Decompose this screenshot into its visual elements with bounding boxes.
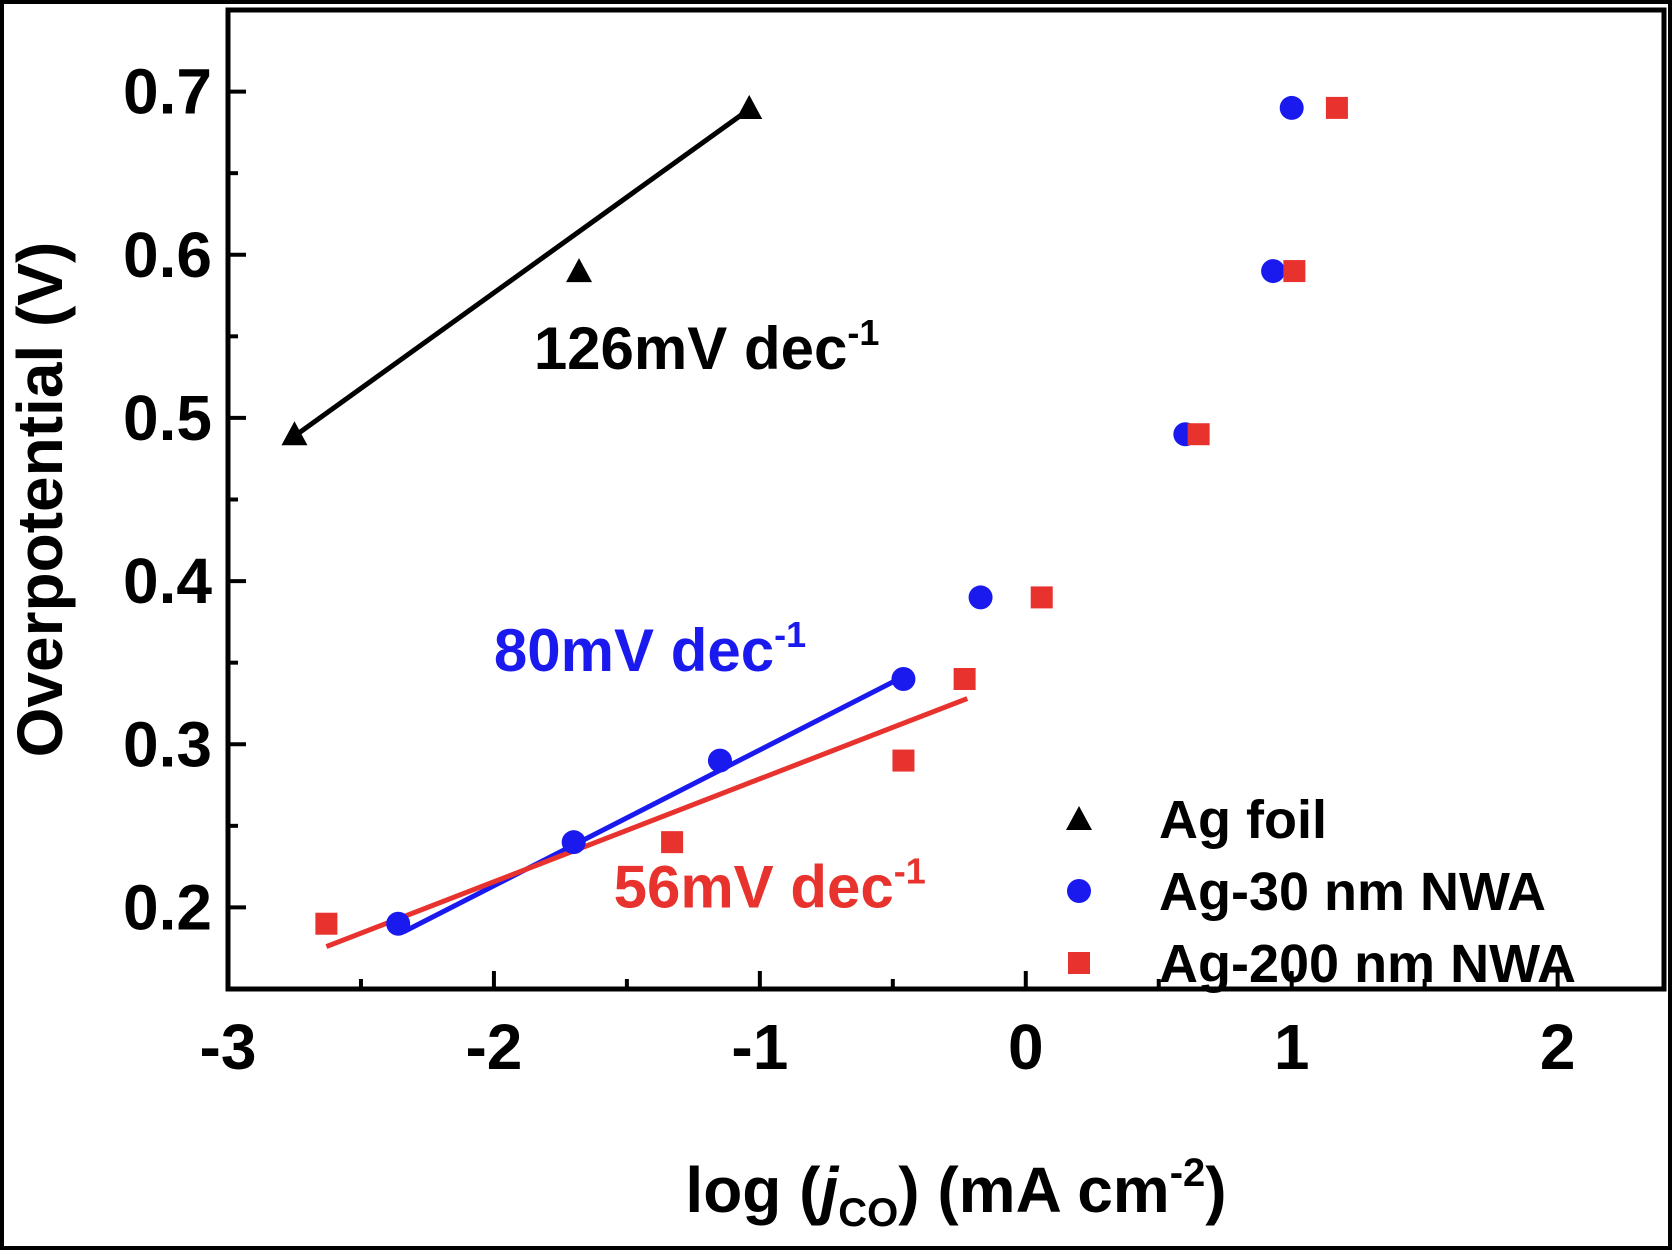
data-point [1261,259,1286,284]
slope-label-exponent: -1 [774,614,806,655]
x-title-superscript: -2 [1170,1151,1206,1195]
y-tick-label: 0.6 [123,219,212,291]
slope-label-text: 56mV dec [614,853,894,920]
x-tick-label: 0 [1008,1011,1044,1083]
y-axis-title: Overpotential (V) [4,242,76,758]
x-tick-label: -1 [731,1011,788,1083]
plot-axes: -3 -2 -1 0 1 2 0.2 0.3 0.4 0.5 0.6 0.7 [123,7,1667,1083]
legend-marker [1067,879,1091,903]
y-tick-label: 0.7 [123,56,212,128]
legend: Ag foil Ag-30 nm NWA Ag-200 nm NWA [1066,790,1576,994]
y-tick-label: 0.2 [123,871,212,943]
x-title-subscript: CO [838,1191,898,1235]
data-point [953,667,976,690]
data-point [661,831,684,854]
legend-label: Ag-200 nm NWA [1159,934,1576,994]
data-point [891,666,916,691]
data-point [561,830,586,855]
fit-line [402,678,897,935]
x-tick-label: -2 [465,1011,522,1083]
data-point [892,749,915,772]
data-point [736,94,763,119]
data-point [968,585,993,610]
x-title-suffix: ) [1205,1154,1226,1226]
legend-marker [1066,806,1092,831]
data-point [315,912,338,935]
legend-label: Ag-30 nm NWA [1159,862,1546,922]
data-point [1325,96,1348,119]
tafel-plot: -3 -2 -1 0 1 20.20.30.40.50.60.7 126mV dec-18… [4,7,1667,1235]
x-title-prefix: log ( [685,1154,821,1226]
data-point [1187,423,1210,446]
fit-lines [295,109,969,949]
data-point [281,421,308,446]
y-tick-label: 0.3 [123,708,212,780]
data-point [1283,260,1306,283]
data-point [707,748,732,773]
x-tick-label: 2 [1540,1011,1576,1083]
data-point [1030,586,1053,609]
axis-titles: Overpotential (V) log (jCO) (mA cm-2) [4,242,1227,1235]
data-points [281,94,1348,936]
plot-frame [225,7,1667,992]
slope-label: 56mV dec-1 [614,850,926,920]
data-point [386,911,411,936]
data-point [1279,95,1304,120]
fit-line [295,109,749,437]
slope-label-text: 126mV dec [534,315,848,382]
x-tick-label: -3 [200,1011,257,1083]
slope-label-text: 80mV dec [494,617,774,684]
slope-label: 80mV dec-1 [494,614,806,684]
x-axis-title: log (jCO) (mA cm-2) [685,1151,1226,1235]
y-tick-label: 0.4 [123,545,212,617]
data-point [566,258,593,283]
legend-label: Ag foil [1159,790,1327,850]
x-title-units: ) (mA cm [898,1154,1169,1226]
slope-label: 126mV dec-1 [534,312,880,382]
legend-marker [1068,952,1090,974]
slope-label-exponent: -1 [894,850,926,891]
chart-canvas: -3 -2 -1 0 1 2 0.2 0.3 0.4 0.5 0.6 0.7 126mV dec-1 8… [4,4,1668,1246]
slope-label-exponent: -1 [847,312,879,353]
x-tick-label: 1 [1274,1011,1310,1083]
fit-line [325,696,969,949]
y-tick-label: 0.5 [123,382,212,454]
